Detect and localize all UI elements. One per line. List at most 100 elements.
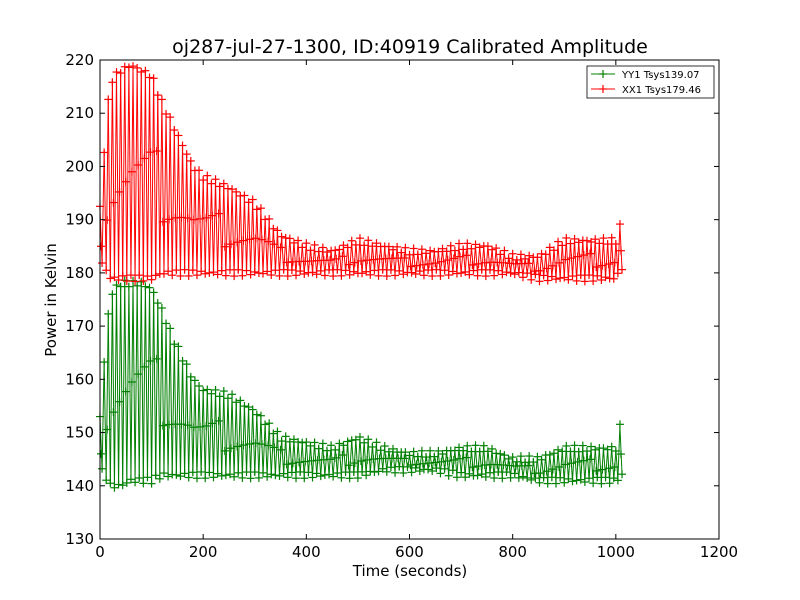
series-line-segment	[210, 180, 214, 273]
series-line-segment	[219, 393, 223, 476]
series-line-segment	[182, 358, 186, 474]
series-line-segment	[217, 186, 221, 273]
y-tick-label: 190	[65, 211, 94, 229]
series-line-segment	[557, 451, 561, 478]
series-line-segment	[264, 216, 268, 272]
series-line-segment	[470, 448, 474, 476]
series-line-segment	[590, 240, 594, 282]
series-line-segment	[301, 442, 305, 479]
series-line-segment	[153, 293, 157, 476]
series-line-segment	[285, 438, 289, 478]
series-line-segment	[563, 445, 567, 481]
series-line-segment	[124, 283, 128, 483]
series-line-segment	[177, 136, 181, 276]
series-line-segment	[569, 448, 574, 482]
series-line-segment	[132, 283, 136, 483]
series-line-segment	[274, 230, 278, 273]
series-line-segment	[297, 441, 301, 472]
y-tick-label: 150	[65, 424, 94, 442]
series-line-segment	[283, 436, 287, 476]
series-line-segment	[545, 252, 549, 281]
series-line-segment	[347, 442, 351, 479]
series-line-segment	[551, 453, 555, 481]
series-line-segment	[208, 393, 212, 476]
series-line-segment	[194, 168, 198, 276]
series-line-segment	[146, 77, 151, 279]
x-tick-label: 600	[395, 543, 424, 561]
series-line-segment	[349, 240, 353, 273]
series-line-segment	[574, 240, 578, 281]
series-line-segment	[245, 407, 250, 476]
series-line-segment	[365, 240, 369, 273]
series-line-segment	[103, 149, 107, 271]
series-line-segment	[285, 237, 289, 277]
y-tick-label: 160	[65, 370, 94, 388]
series-line-segment	[345, 247, 349, 273]
series-line-segment	[182, 145, 186, 270]
legend-label-0: YY1 Tsys139.07	[621, 70, 700, 81]
series-line-segment	[340, 245, 344, 273]
series-line-segment	[231, 397, 235, 477]
series-line-segment	[157, 91, 161, 274]
series-line-segment	[237, 195, 241, 273]
x-tick-label: 200	[189, 543, 218, 561]
series-line-segment	[580, 240, 584, 279]
series-line-segment	[462, 246, 466, 272]
series-line-segment	[309, 444, 314, 478]
series-line-segment	[109, 294, 113, 486]
series-line-segment	[334, 447, 338, 474]
series-line-segment	[588, 446, 592, 481]
series-line-segment	[169, 331, 173, 475]
series-line-segment	[576, 451, 580, 481]
series-line-segment	[619, 226, 623, 270]
series-line-segment	[272, 430, 276, 476]
series-line-segment	[206, 390, 210, 473]
series-line-segment	[371, 243, 375, 271]
series-line-segment	[538, 253, 543, 279]
series-line-segment	[303, 442, 307, 476]
series-line-segment	[262, 219, 266, 273]
series-line-segment	[188, 376, 192, 476]
series-line-segment	[336, 443, 340, 476]
series-line-segment	[254, 414, 258, 476]
series-line-segment	[578, 448, 582, 480]
series-line-segment	[151, 78, 155, 279]
series-line-segment	[274, 431, 278, 476]
series-line-segment	[576, 242, 580, 279]
series-line-segment	[250, 199, 254, 273]
series-line-segment	[351, 440, 355, 473]
series-line-segment	[190, 375, 194, 473]
series-line-segment	[229, 189, 233, 273]
series-line-segment	[293, 440, 297, 479]
series-line-segment	[105, 99, 109, 270]
series-line-segment	[291, 439, 295, 476]
series-line-segment	[586, 448, 590, 479]
series-line-segment	[241, 195, 245, 273]
series-line-segment	[128, 66, 132, 276]
series-line-segment	[359, 438, 363, 472]
series-line-segment	[464, 445, 468, 476]
series-line-segment	[217, 396, 221, 476]
series-line-segment	[223, 185, 227, 276]
series-line-segment	[371, 443, 375, 473]
series-line-segment	[305, 443, 309, 473]
series-line-segment	[279, 441, 283, 476]
series-line-segment	[124, 68, 128, 282]
series-line-segment	[161, 310, 165, 474]
series-line-segment	[547, 454, 551, 481]
series-line-segment	[175, 346, 179, 476]
series-line-segment	[547, 247, 551, 279]
series-line-segment	[276, 231, 281, 276]
series-line-segment	[446, 249, 450, 276]
series-line-segment	[557, 244, 561, 279]
series-line-segment	[254, 209, 258, 273]
series-line-segment	[578, 240, 582, 276]
series-line-segment	[572, 445, 576, 481]
series-line-segment	[130, 280, 134, 481]
series-line-segment	[373, 243, 377, 273]
series-line-segment	[590, 448, 594, 484]
series-line-segment	[179, 145, 184, 273]
series-line-segment	[594, 240, 598, 276]
series-line-segment	[475, 246, 479, 276]
series-line-segment	[322, 249, 326, 276]
